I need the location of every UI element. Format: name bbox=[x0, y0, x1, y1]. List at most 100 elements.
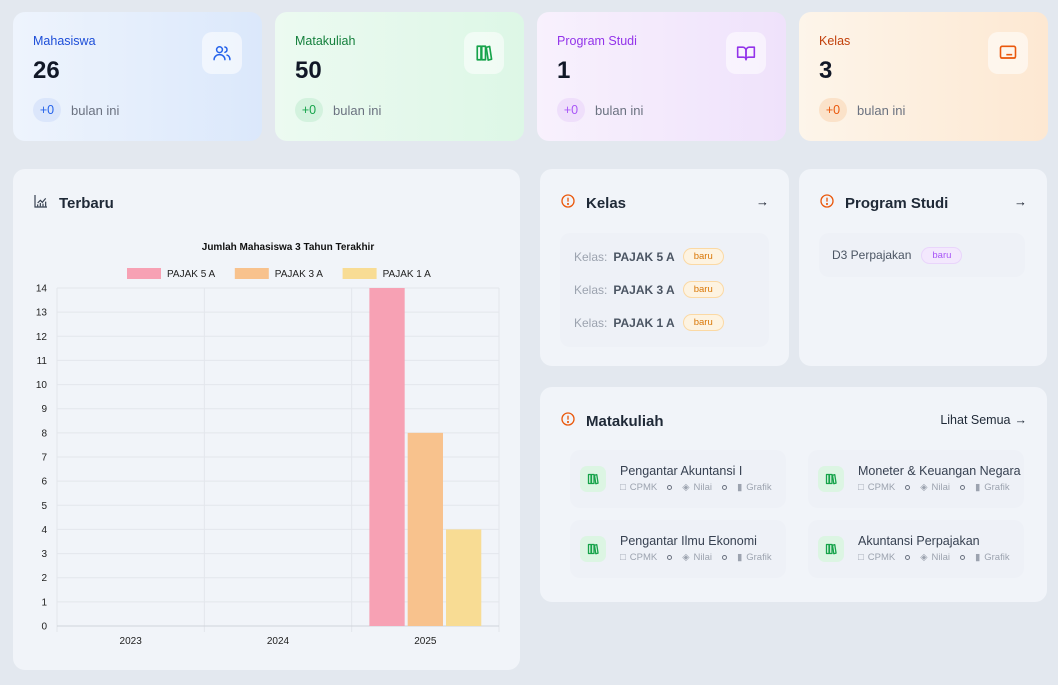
legend-swatch bbox=[342, 268, 377, 279]
books-icon bbox=[580, 466, 606, 492]
kelas-row-label: Kelas: bbox=[574, 249, 608, 264]
stat-value: 1 bbox=[557, 57, 571, 84]
delta-badge: +0 bbox=[295, 98, 323, 122]
course-card[interactable]: Pengantar Akuntansi I □ CPMK ◈ Nilai ▮ Graf… bbox=[570, 450, 786, 508]
period-label: bulan ini bbox=[71, 102, 120, 118]
x-tick-label: 2024 bbox=[267, 636, 290, 647]
program-studi-panel: Program Studi → D3 Perpajakan baru bbox=[799, 169, 1047, 366]
cpmk-link[interactable]: CPMK bbox=[867, 482, 896, 493]
new-badge: baru bbox=[682, 314, 724, 331]
course-name: Pengantar Akuntansi I bbox=[620, 464, 743, 478]
database-icon: ◈ bbox=[682, 482, 690, 493]
y-tick-label: 8 bbox=[41, 428, 47, 439]
list-item[interactable]: Kelas: PAJAK 5 A baru bbox=[574, 248, 724, 265]
list-item[interactable]: Kelas: PAJAK 1 A baru bbox=[574, 314, 724, 331]
y-tick-label: 1 bbox=[41, 597, 47, 608]
matakuliah-panel: Matakuliah Lihat Semua → Pengantar Akunt… bbox=[540, 387, 1047, 602]
prodi-arrow-icon[interactable]: → bbox=[1014, 194, 1027, 209]
comment-icon: □ bbox=[858, 552, 864, 563]
alert-circle-icon bbox=[819, 193, 835, 213]
separator-dot bbox=[905, 485, 911, 490]
nilai-link[interactable]: Nilai bbox=[693, 552, 712, 563]
stat-value: 50 bbox=[295, 57, 322, 84]
separator-dot bbox=[960, 485, 965, 490]
separator-dot bbox=[960, 555, 965, 560]
stat-value: 26 bbox=[33, 57, 60, 84]
stat-label: Program Studi bbox=[557, 34, 637, 48]
cpmk-link[interactable]: CPMK bbox=[629, 552, 658, 563]
separator-dot bbox=[667, 555, 673, 560]
grafik-link[interactable]: Grafik bbox=[984, 552, 1010, 563]
chart-panel: Jumlah Mahasiswa 3 Tahun Terakhir PAJAK 5… bbox=[13, 169, 520, 670]
separator-dot bbox=[722, 555, 727, 560]
period-label: bulan ini bbox=[857, 102, 906, 118]
kelas-arrow-icon[interactable]: → bbox=[756, 194, 769, 209]
stat-footer: +0 bulan ini bbox=[557, 98, 643, 122]
kelas-header: Kelas bbox=[560, 193, 626, 213]
stat-card-kelas: Kelas 3 +0 bulan ini bbox=[799, 12, 1048, 141]
course-card[interactable]: Pengantar Ilmu Ekonomi □ CPMK ◈ Nilai ▮ Gra… bbox=[570, 520, 786, 578]
matakuliah-title: Matakuliah bbox=[586, 412, 664, 430]
see-all-label: Lihat Semua bbox=[940, 413, 1011, 427]
course-card[interactable]: Akuntansi Perpajakan □ CPMK ◈ Nilai ▮ Grafi… bbox=[808, 520, 1024, 578]
bar bbox=[445, 529, 482, 626]
separator-dot bbox=[722, 485, 727, 490]
chart-panel-header: Terbaru bbox=[33, 193, 114, 213]
nilai-link[interactable]: Nilai bbox=[693, 482, 712, 493]
alert-circle-icon bbox=[560, 411, 576, 431]
stat-card-program-studi: Program Studi 1 +0 bulan ini bbox=[537, 12, 786, 141]
new-badge: baru bbox=[682, 281, 724, 298]
legend-swatch bbox=[234, 268, 269, 279]
course-meta: □ CPMK ◈ Nilai ▮ Grafik bbox=[620, 482, 772, 493]
arrow-right-icon: → bbox=[1014, 413, 1028, 427]
y-tick-label: 7 bbox=[41, 453, 47, 464]
course-name: Akuntansi Perpajakan bbox=[858, 534, 980, 548]
y-tick-label: 5 bbox=[41, 501, 47, 512]
bar-chart-icon: ▮ bbox=[975, 552, 981, 563]
separator-dot bbox=[667, 485, 673, 490]
nilai-link[interactable]: Nilai bbox=[931, 552, 950, 563]
delta-badge: +0 bbox=[557, 98, 585, 122]
nilai-link[interactable]: Nilai bbox=[931, 482, 950, 493]
kelas-row-value: PAJAK 5 A bbox=[613, 249, 675, 264]
y-tick-label: 14 bbox=[36, 284, 48, 295]
y-tick-label: 0 bbox=[41, 622, 47, 633]
see-all-link[interactable]: Lihat Semua → bbox=[940, 413, 1027, 427]
prodi-name: D3 Perpajakan bbox=[832, 248, 912, 262]
y-tick-label: 12 bbox=[36, 332, 48, 343]
bar-chart-icon: ▮ bbox=[737, 482, 743, 493]
x-tick-label: 2025 bbox=[414, 636, 437, 647]
grafik-link[interactable]: Grafik bbox=[746, 552, 772, 563]
cpmk-link[interactable]: CPMK bbox=[629, 482, 658, 493]
y-tick-label: 4 bbox=[41, 525, 47, 536]
prodi-header: Program Studi bbox=[819, 193, 948, 213]
presentation-icon bbox=[988, 32, 1028, 74]
grafik-link[interactable]: Grafik bbox=[984, 482, 1010, 493]
new-badge: baru bbox=[921, 246, 963, 264]
kelas-row-value: PAJAK 3 A bbox=[613, 282, 675, 297]
books-icon bbox=[464, 32, 504, 74]
y-tick-label: 10 bbox=[36, 380, 48, 391]
course-meta: □ CPMK ◈ Nilai ▮ Grafik bbox=[620, 552, 772, 563]
course-meta: □ CPMK ◈ Nilai ▮ Grafik bbox=[858, 552, 1010, 563]
grafik-link[interactable]: Grafik bbox=[746, 482, 772, 493]
cpmk-link[interactable]: CPMK bbox=[867, 552, 896, 563]
legend-label: PAJAK 1 A bbox=[383, 269, 432, 280]
matakuliah-header: Matakuliah bbox=[560, 411, 664, 431]
separator-dot bbox=[905, 555, 911, 560]
bar bbox=[407, 432, 443, 626]
books-icon bbox=[818, 536, 844, 562]
y-tick-label: 6 bbox=[41, 477, 47, 488]
list-item[interactable]: Kelas: PAJAK 3 A baru bbox=[574, 281, 724, 298]
legend-swatch bbox=[127, 268, 161, 279]
kelas-title: Kelas bbox=[586, 194, 627, 212]
books-icon bbox=[580, 536, 606, 562]
alert-circle-icon bbox=[560, 193, 576, 213]
course-name: Pengantar Ilmu Ekonomi bbox=[620, 534, 757, 548]
stat-card-matakuliah: Matakuliah 50 +0 bulan ini bbox=[275, 12, 524, 141]
period-label: bulan ini bbox=[333, 102, 382, 118]
database-icon: ◈ bbox=[682, 552, 690, 563]
list-item[interactable]: D3 Perpajakan baru bbox=[819, 233, 1025, 277]
course-card[interactable]: Moneter & Keuangan Negara □ CPMK ◈ Nilai ▮… bbox=[808, 450, 1024, 508]
y-tick-label: 3 bbox=[41, 549, 47, 560]
